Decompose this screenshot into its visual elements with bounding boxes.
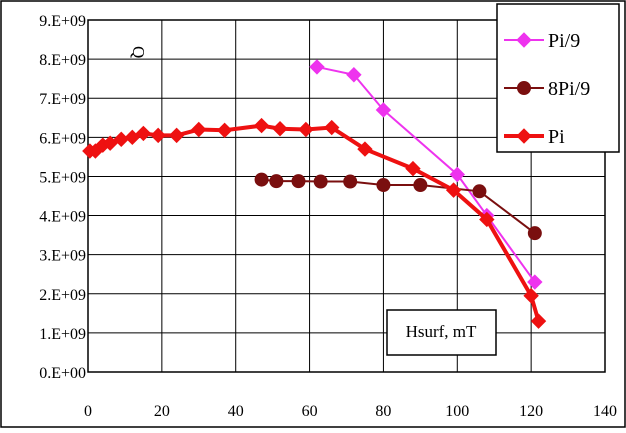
legend-label-2: Pi — [548, 126, 565, 148]
series-2-point-10 — [216, 122, 233, 139]
y-tick-label-7: 7.E+09 — [39, 91, 86, 108]
legend: Pi/9 8Pi/9 Pi — [496, 3, 620, 153]
x-tick-label-7: 140 — [593, 403, 617, 420]
series-2-point-18 — [479, 211, 495, 228]
hsurf-annotation-box: Hsurf, mT — [386, 309, 497, 356]
series-2 — [82, 117, 547, 329]
y-tick-label-6: 6.E+09 — [39, 130, 86, 147]
series-2-point-11 — [253, 117, 270, 134]
series-2-point-7 — [150, 127, 166, 144]
x-tick-label-5: 100 — [445, 403, 469, 420]
series-2-point-3 — [102, 135, 118, 151]
plot-area-frame — [87, 19, 606, 373]
series-1-point-7 — [472, 184, 487, 199]
y-tick-label-8: 8.E+09 — [39, 52, 86, 69]
series-2-point-16 — [405, 160, 421, 177]
series-1-point-0 — [254, 172, 269, 187]
x-tick-label-1: 20 — [154, 403, 170, 420]
series-1-point-3 — [313, 174, 328, 189]
x-tick-label-4: 80 — [375, 403, 391, 420]
legend-label-0: Pi/9 — [548, 30, 580, 52]
series-0-point-3 — [449, 166, 465, 183]
series-1-point-8 — [527, 226, 542, 241]
series-0-point-5 — [527, 274, 543, 290]
series-0-point-2 — [375, 102, 392, 118]
legend-item-0: Pi/9 — [504, 30, 580, 52]
legend-item-2: Pi — [504, 126, 565, 148]
series-2-point-19 — [523, 288, 539, 304]
series-1-point-6 — [413, 178, 428, 193]
legend-item-1: 8Pi/9 — [504, 78, 590, 100]
y-tick-label-9: 9.E+09 — [39, 13, 86, 30]
legend-label-1: 8Pi/9 — [548, 78, 590, 100]
x-tick-label-6: 120 — [519, 403, 543, 420]
series-1-point-2 — [291, 174, 306, 189]
legend-box — [496, 3, 620, 153]
series-2-point-15 — [357, 141, 373, 157]
y-tick-label-1: 1.E+09 — [39, 326, 86, 343]
x-tick-label-0: 0 — [84, 403, 92, 420]
series-2-point-12 — [272, 121, 288, 137]
y-tick-label-3: 3.E+09 — [39, 248, 86, 265]
series-1-point-1 — [269, 174, 284, 189]
series-2-point-9 — [191, 121, 207, 138]
series-2-point-20 — [530, 313, 547, 329]
series-2-point-14 — [324, 119, 340, 136]
series-0-point-1 — [346, 67, 362, 83]
hsurf-annotation: Hsurf, mT — [406, 322, 477, 341]
legend-swatch-marker-0 — [516, 32, 532, 48]
q-annotation: Q — [129, 46, 148, 58]
series-0-point-0 — [309, 59, 325, 75]
y-tick-labels: 0.E+00 1.E+09 2.E+09 3.E+09 4.E+09 5.E+09 6.E+… — [39, 13, 86, 382]
x-tick-label-3: 60 — [302, 403, 318, 420]
y-tick-label-5: 5.E+09 — [39, 169, 86, 186]
legend-swatch-marker-2 — [516, 128, 532, 144]
series-2-point-6 — [135, 125, 152, 142]
y-tick-label-4: 4.E+09 — [39, 209, 86, 226]
y-tick-label-2: 2.E+09 — [39, 287, 86, 304]
x-tick-label-2: 40 — [228, 403, 244, 420]
series-2-point-17 — [445, 182, 462, 198]
series-1-point-4 — [343, 174, 358, 189]
series-group — [82, 59, 547, 329]
x-tick-labels: 0 20 40 60 80 100 120 140 — [84, 403, 617, 420]
y-tick-label-0: 0.E+00 — [39, 365, 86, 382]
series-2-point-8 — [168, 127, 185, 144]
series-1-point-5 — [376, 178, 391, 193]
series-2-point-5 — [124, 129, 141, 146]
legend-swatch-marker-1 — [517, 81, 531, 95]
series-2-point-13 — [298, 121, 314, 138]
